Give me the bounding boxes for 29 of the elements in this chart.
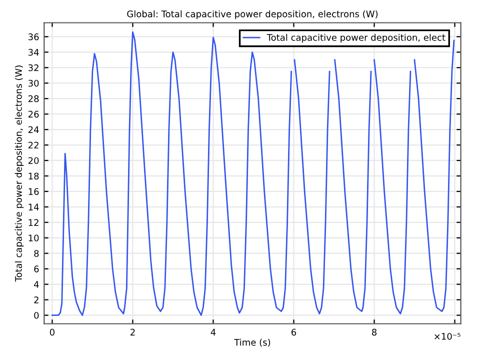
x-tick-label: 2 (130, 328, 135, 336)
y-axis-title: Total capacitive power deposition, electrons (W) (14, 66, 24, 282)
x-tick-label: 4 (210, 328, 216, 336)
x-tick-label: 8 (372, 328, 377, 336)
y-tick-label: 16 (28, 188, 39, 195)
y-tick-label: 10 (28, 234, 39, 242)
y-tick-label: 6 (34, 266, 39, 272)
legend-label: Total capacitive power deposition, elect (266, 34, 446, 43)
x-tick-label: 0 (50, 328, 54, 336)
y-tick-label: 34 (28, 48, 39, 56)
chart-title: Global: Total capacitive power deposition, electrons (W) (127, 10, 378, 20)
y-tick-label: 8 (34, 250, 39, 257)
y-tick-label: 0 (34, 312, 39, 319)
y-tick-label: 36 (28, 33, 39, 40)
text: ×10⁻⁵ (434, 332, 460, 340)
y-tick-label: 26 (28, 110, 39, 118)
x-axis-title: Time (s) (234, 338, 270, 347)
y-tick-label: 30 (28, 80, 39, 87)
y-tick-label: 4 (34, 281, 39, 288)
y-tick-label: 32 (28, 64, 38, 72)
y-tick-label: 12 (28, 219, 38, 226)
y-tick-label: 18 (28, 172, 39, 180)
y-tick-label: 20 (28, 157, 39, 164)
y-tick-label: 24 (28, 126, 39, 133)
x-tick-label: 6 (292, 328, 296, 336)
y-tick-label: 2 (34, 296, 38, 304)
y-tick-label: 22 (28, 142, 38, 148)
y-tick-label: 14 (28, 204, 39, 210)
y-tick-label: 28 (28, 95, 39, 102)
